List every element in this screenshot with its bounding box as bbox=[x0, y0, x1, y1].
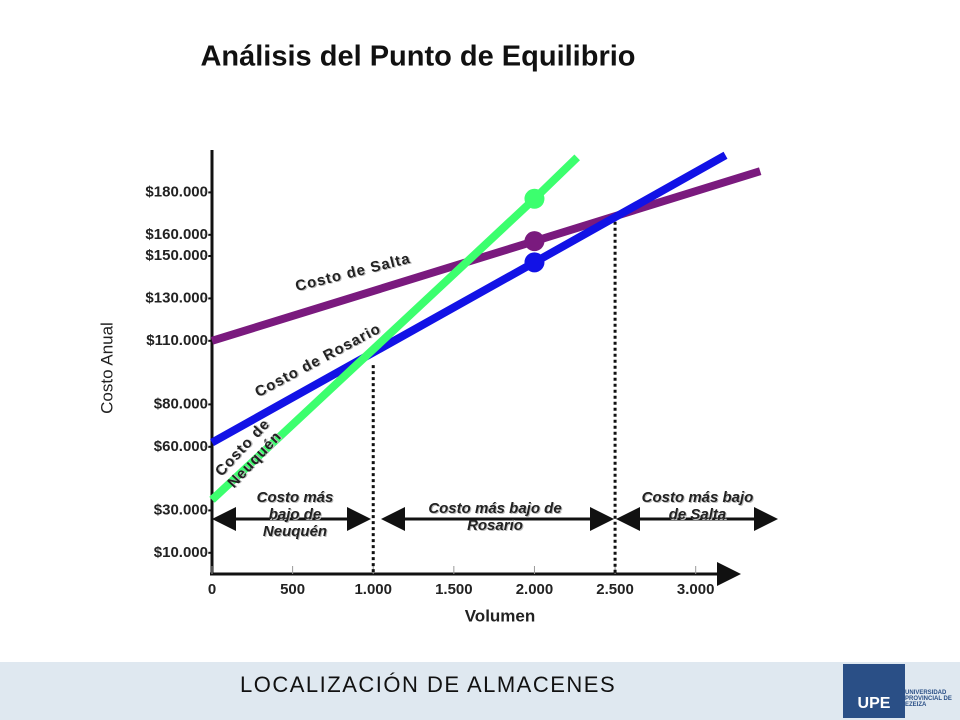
series-line bbox=[210, 167, 762, 345]
y-tick-label: $80.000 bbox=[154, 395, 208, 412]
y-tick-label: $180.000 bbox=[145, 183, 208, 200]
x-tick-label: 0 bbox=[208, 581, 216, 598]
y-axis-label: Costo Anual bbox=[97, 322, 116, 414]
x-tick-label: 3.000 bbox=[677, 581, 715, 598]
y-tick-label: $110.000 bbox=[146, 332, 208, 349]
y-tick-label: $60.000 bbox=[154, 438, 208, 455]
y-tick-label: $130.000 bbox=[145, 289, 208, 306]
x-tick-label: 1.000 bbox=[354, 581, 392, 598]
y-tick-label: $160.000 bbox=[145, 226, 208, 243]
logo: UPE bbox=[858, 695, 891, 712]
series-line bbox=[210, 151, 728, 447]
point bbox=[524, 231, 545, 252]
x-tick-label: 2.500 bbox=[596, 581, 634, 598]
region-label: Costo más bajo de Neuquén bbox=[256, 489, 334, 540]
x-tick-label: 500 bbox=[280, 581, 305, 598]
point bbox=[524, 252, 545, 273]
point bbox=[524, 188, 545, 209]
footer-band bbox=[0, 662, 960, 720]
footer-text: LOCALIZACIÓN DE ALMACENES bbox=[240, 672, 616, 697]
y-tick-label: $150.000 bbox=[145, 247, 208, 264]
x-axis-label: Volumen bbox=[465, 606, 536, 625]
x-tick-label: 2.000 bbox=[516, 581, 554, 598]
x-tick-label: 1.500 bbox=[435, 581, 473, 598]
institution: UNIVERSIDAD PROVINCIAL DE EZEIZA bbox=[905, 690, 952, 708]
region-label: Costo más bajo de Salta bbox=[641, 489, 754, 523]
region-label: Costo más bajo de Rosario bbox=[428, 500, 562, 534]
logo-box bbox=[843, 664, 905, 718]
y-tick-label: $10.000 bbox=[154, 544, 208, 561]
title: Análisis del Punto de Equilibrio bbox=[200, 41, 635, 73]
y-tick-label: $30.000 bbox=[154, 501, 208, 518]
